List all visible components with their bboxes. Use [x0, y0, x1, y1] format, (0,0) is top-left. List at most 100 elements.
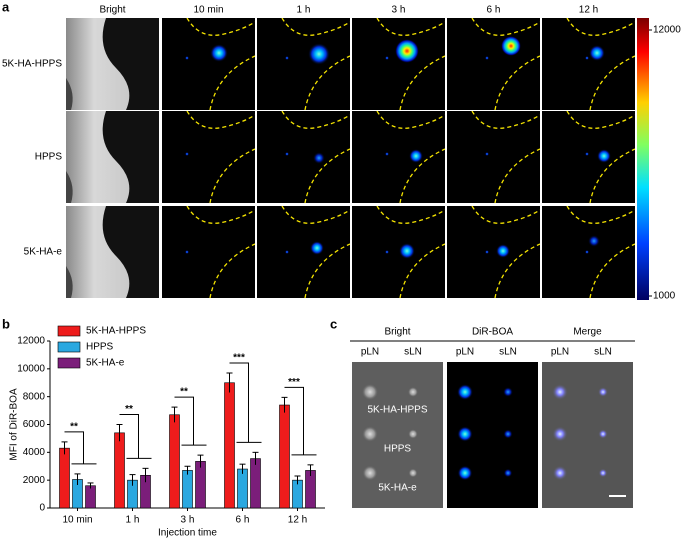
group-header: Merge	[573, 327, 602, 338]
column-header: Bright	[99, 5, 125, 16]
outline	[304, 243, 350, 298]
y-tick-label: 12000	[17, 336, 45, 347]
y-tick-label: 6000	[23, 419, 46, 430]
outline	[566, 111, 635, 129]
error-bar	[281, 396, 288, 413]
legend-label: 5K-HA-e	[86, 358, 125, 369]
significance-bracket	[64, 431, 97, 465]
fluorescence-image	[352, 111, 445, 203]
lymph-node	[457, 384, 473, 400]
outline	[209, 243, 255, 298]
significance-label: **	[180, 387, 188, 398]
x-tick-label: 1 h	[126, 515, 140, 526]
background	[542, 18, 635, 110]
significance-bracket	[119, 414, 152, 459]
dark-region	[102, 206, 159, 298]
outline	[589, 55, 635, 110]
lymph-node-image	[542, 362, 633, 508]
error-bar	[307, 464, 314, 476]
y-tick-label: 10000	[17, 363, 45, 374]
signal-spot	[313, 152, 325, 164]
signal-spot	[185, 250, 189, 254]
significance-bracket	[229, 362, 262, 443]
fluorescence-image	[352, 18, 445, 110]
outline	[494, 55, 540, 110]
bar	[169, 414, 180, 509]
signal-spot	[585, 152, 589, 156]
lymph-node	[503, 429, 513, 439]
fluorescence-image	[162, 18, 255, 110]
significance-label: ***	[288, 377, 300, 388]
signal-spot	[485, 250, 489, 254]
fluorescence-image	[257, 206, 350, 298]
outline	[566, 18, 635, 36]
background	[447, 18, 540, 110]
bar	[237, 468, 248, 509]
column-header: sLN	[499, 347, 517, 358]
legend: 5K-HA-HPPS HPPS 5K-HA-e	[57, 325, 146, 369]
lymph-node	[408, 387, 418, 397]
colorbar-label: 1000	[653, 291, 676, 302]
dark-region	[66, 171, 73, 203]
x-axis-label: Injection time	[158, 528, 217, 539]
column-header: pLN	[456, 347, 474, 358]
outline	[304, 148, 350, 203]
error-bar	[129, 474, 136, 486]
signal-spot	[588, 235, 600, 247]
signal-spot	[385, 250, 389, 254]
y-axis-label: MFI of DiR-BOA	[9, 388, 20, 461]
lymph-node	[598, 468, 608, 478]
significance-bracket	[284, 386, 317, 456]
outline	[186, 111, 255, 129]
background	[352, 206, 445, 298]
x-tick-label: 6 h	[236, 515, 250, 526]
group-header: Bright	[384, 327, 410, 338]
x-tick-label: 3 h	[181, 515, 195, 526]
fluorescence-image	[542, 206, 635, 298]
background	[542, 111, 635, 203]
fluorescence-image	[447, 111, 540, 203]
fluorescence-image	[162, 111, 255, 203]
signal-spot	[310, 241, 324, 255]
bar	[224, 382, 235, 509]
background	[352, 18, 445, 110]
panel-label: a	[2, 0, 10, 14]
legend-swatch	[57, 325, 81, 337]
bar	[195, 461, 206, 509]
outline	[186, 206, 255, 224]
error-bar	[74, 473, 81, 486]
signal-spot	[385, 152, 389, 156]
column-header: 10 min	[193, 5, 223, 16]
outline	[471, 18, 540, 36]
error-bar	[226, 372, 233, 393]
bright-image	[66, 18, 159, 110]
lymph-node-image	[447, 362, 538, 508]
fluorescence-image	[542, 18, 635, 110]
lymph-node	[408, 468, 418, 478]
signal-spot	[385, 56, 389, 60]
row-label: HPPS	[384, 444, 412, 455]
signal-spot	[399, 243, 415, 259]
error-bar	[197, 454, 204, 468]
outline	[494, 148, 540, 203]
outline	[376, 206, 445, 224]
signal-spot	[485, 56, 489, 60]
lymph-node	[362, 465, 378, 481]
outline	[376, 18, 445, 36]
outline	[589, 243, 635, 298]
lymph-node	[598, 429, 608, 439]
signal-spot	[485, 152, 489, 156]
legend-label: 5K-HA-HPPS	[86, 326, 146, 337]
outline	[494, 243, 540, 298]
signal-spot	[185, 56, 189, 60]
y-tick-label: 2000	[23, 475, 46, 486]
background	[162, 206, 255, 298]
fluorescence-image	[542, 111, 635, 203]
bar	[279, 404, 290, 509]
fluorescence-image	[162, 206, 255, 298]
fluorescence-image	[257, 18, 350, 110]
error-bar	[184, 465, 191, 475]
error-bar	[116, 424, 123, 442]
row-label: 5K-HA-HPPS	[367, 405, 427, 416]
